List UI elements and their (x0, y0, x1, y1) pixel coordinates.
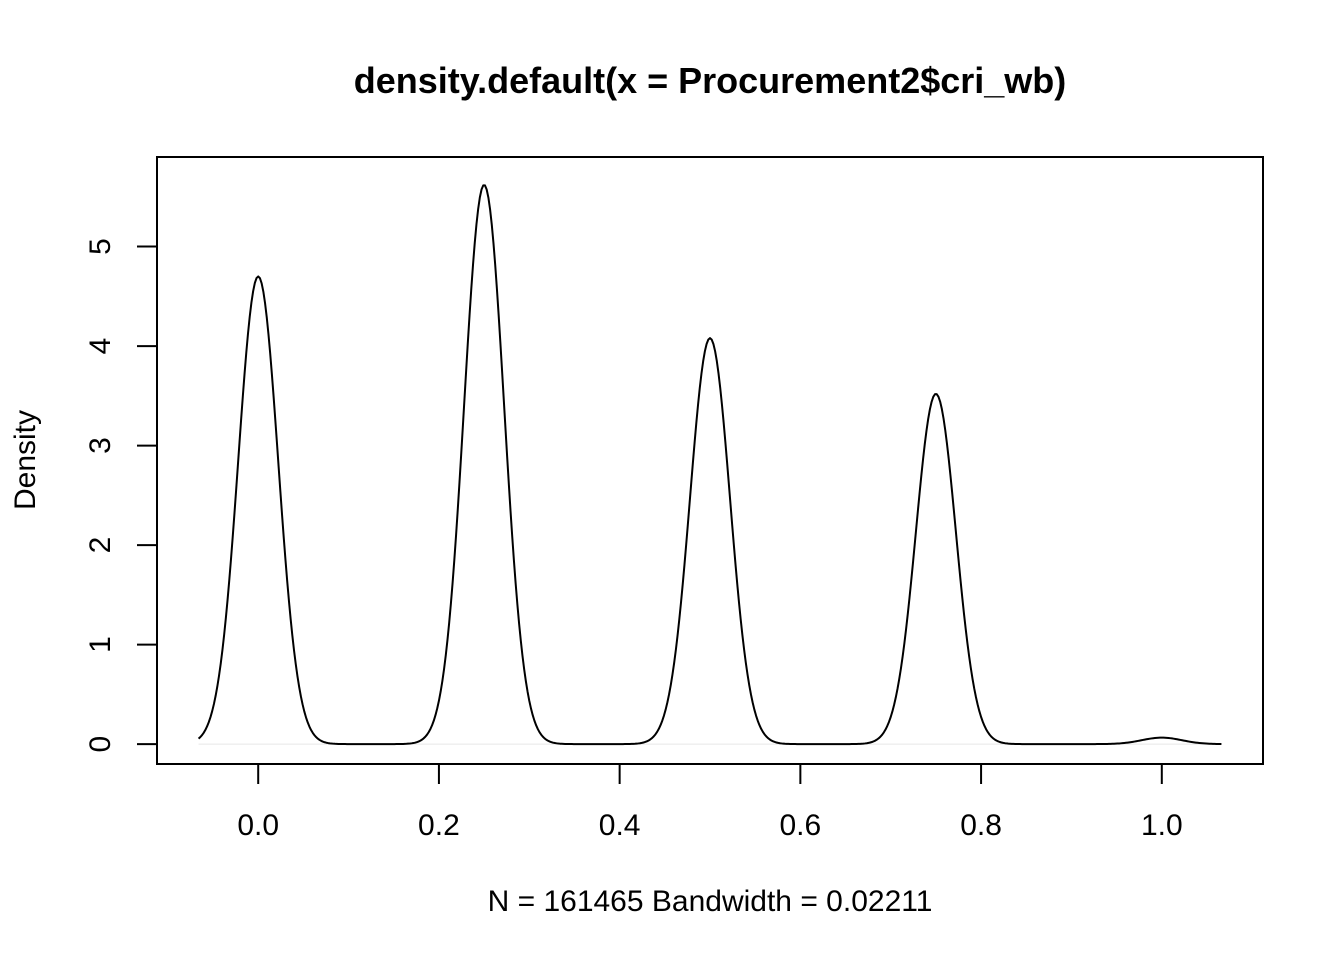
y-tick-label: 3 (84, 437, 117, 454)
y-tick-label: 1 (84, 636, 117, 653)
x-tick-label: 0.6 (780, 809, 822, 842)
plot-frame (156, 156, 1264, 765)
chart-title: density.default(x = Procurement2$cri_wb) (354, 60, 1067, 101)
x-axis: 0.0 0.2 0.4 0.6 0.8 1.0 (237, 763, 1183, 842)
x-tick-label: 0.2 (418, 809, 460, 842)
x-tick-label: 0.8 (960, 809, 1002, 842)
y-tick-label: 0 (84, 736, 117, 753)
density-curve (197, 184, 1222, 746)
y-tick-label: 4 (84, 338, 117, 355)
x-tick-label: 0.0 (237, 809, 279, 842)
y-axis-label: Density (9, 410, 42, 510)
x-axis-label: N = 161465 Bandwidth = 0.02211 (488, 885, 933, 918)
y-axis: 0 1 2 3 4 5 (84, 238, 158, 753)
x-tick-label: 0.4 (599, 809, 641, 842)
x-tick-label: 1.0 (1141, 809, 1183, 842)
y-tick-label: 5 (84, 238, 117, 255)
y-tick-label: 2 (84, 537, 117, 554)
